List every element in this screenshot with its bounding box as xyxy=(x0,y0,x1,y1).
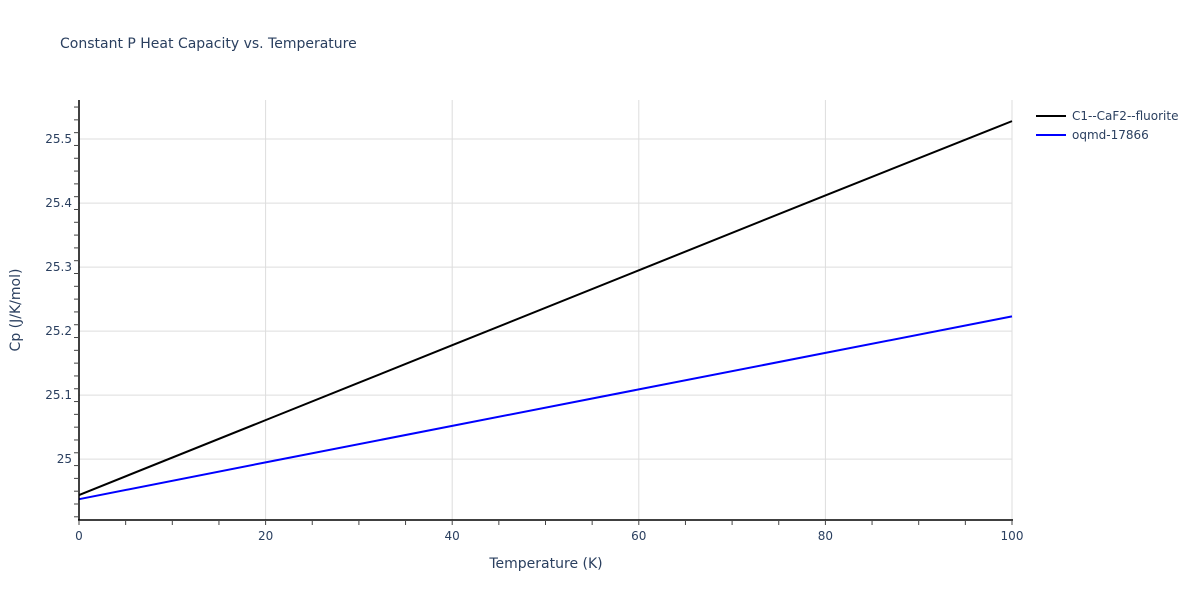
axes xyxy=(78,100,1013,521)
data-series xyxy=(78,120,1013,501)
svg-text:25: 25 xyxy=(57,452,72,466)
x-axis-ticks: 0 20 40 60 80 100 xyxy=(75,520,1023,543)
legend-label: C1--CaF2--fluorite xyxy=(1072,108,1179,123)
svg-text:25.4: 25.4 xyxy=(45,196,72,210)
svg-text:25.1: 25.1 xyxy=(45,388,72,402)
line-swatch-icon xyxy=(1036,114,1066,117)
svg-text:100: 100 xyxy=(1001,529,1024,543)
svg-text:20: 20 xyxy=(258,529,273,543)
svg-text:0: 0 xyxy=(75,529,83,543)
svg-text:25.5: 25.5 xyxy=(45,132,72,146)
gridlines xyxy=(79,100,1013,520)
svg-text:80: 80 xyxy=(818,529,833,543)
line-swatch-icon xyxy=(1036,133,1066,136)
y-axis-title: Cp (J/K/mol) xyxy=(8,269,24,352)
svg-text:25.2: 25.2 xyxy=(45,324,72,338)
y-axis-ticks: 25 25.1 25.2 25.3 25.4 25.5 xyxy=(45,106,79,518)
legend-item-oqmd-17866[interactable]: oqmd-17866 xyxy=(1036,125,1178,144)
x-axis-title: Temperature (K) xyxy=(488,556,602,572)
legend-label: oqmd-17866 xyxy=(1072,127,1149,142)
legend: C1--CaF2--fluorite oqmd-17866 xyxy=(1036,106,1178,144)
legend-item-c1-caf2-fluorite[interactable]: C1--CaF2--fluorite xyxy=(1036,106,1178,125)
svg-text:60: 60 xyxy=(631,529,646,543)
svg-text:40: 40 xyxy=(445,529,460,543)
svg-text:25.3: 25.3 xyxy=(45,260,72,274)
chart-title: Constant P Heat Capacity vs. Temperature xyxy=(60,36,357,52)
